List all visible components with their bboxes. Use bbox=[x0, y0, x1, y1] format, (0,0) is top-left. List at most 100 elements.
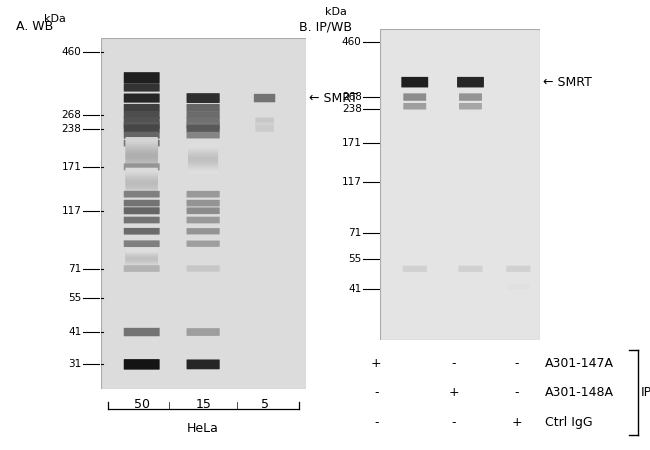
FancyBboxPatch shape bbox=[125, 160, 158, 165]
FancyBboxPatch shape bbox=[125, 181, 158, 185]
FancyBboxPatch shape bbox=[188, 162, 218, 166]
FancyBboxPatch shape bbox=[124, 122, 160, 129]
FancyBboxPatch shape bbox=[125, 158, 158, 163]
FancyBboxPatch shape bbox=[125, 168, 158, 172]
FancyBboxPatch shape bbox=[187, 111, 220, 119]
FancyBboxPatch shape bbox=[402, 266, 427, 272]
FancyBboxPatch shape bbox=[125, 260, 158, 264]
FancyBboxPatch shape bbox=[125, 258, 158, 261]
Text: +: + bbox=[448, 386, 459, 399]
FancyBboxPatch shape bbox=[124, 207, 160, 214]
FancyBboxPatch shape bbox=[188, 144, 218, 148]
FancyBboxPatch shape bbox=[124, 163, 160, 171]
FancyBboxPatch shape bbox=[188, 157, 218, 161]
FancyBboxPatch shape bbox=[124, 72, 160, 83]
FancyBboxPatch shape bbox=[187, 191, 220, 198]
FancyBboxPatch shape bbox=[125, 144, 158, 149]
FancyBboxPatch shape bbox=[125, 264, 158, 267]
FancyBboxPatch shape bbox=[125, 253, 158, 256]
FancyBboxPatch shape bbox=[125, 170, 158, 175]
Text: -: - bbox=[451, 357, 456, 369]
FancyBboxPatch shape bbox=[403, 93, 426, 101]
FancyBboxPatch shape bbox=[187, 93, 220, 103]
FancyBboxPatch shape bbox=[187, 266, 220, 272]
FancyBboxPatch shape bbox=[459, 103, 482, 109]
Text: A. WB: A. WB bbox=[16, 20, 53, 33]
FancyBboxPatch shape bbox=[124, 132, 160, 139]
Text: kDa: kDa bbox=[325, 7, 347, 17]
FancyBboxPatch shape bbox=[187, 241, 220, 247]
Text: -: - bbox=[374, 416, 378, 429]
Text: IP: IP bbox=[641, 386, 650, 399]
FancyBboxPatch shape bbox=[188, 170, 218, 174]
FancyBboxPatch shape bbox=[255, 126, 274, 132]
Text: -: - bbox=[514, 357, 519, 369]
FancyBboxPatch shape bbox=[188, 160, 218, 165]
Text: HeLa: HeLa bbox=[187, 423, 219, 436]
FancyBboxPatch shape bbox=[188, 166, 218, 170]
FancyBboxPatch shape bbox=[125, 153, 158, 158]
FancyBboxPatch shape bbox=[125, 188, 158, 193]
FancyBboxPatch shape bbox=[124, 328, 160, 336]
FancyBboxPatch shape bbox=[125, 183, 158, 187]
Text: 71: 71 bbox=[348, 228, 361, 238]
Text: 15: 15 bbox=[195, 398, 211, 411]
FancyBboxPatch shape bbox=[125, 148, 158, 153]
FancyBboxPatch shape bbox=[188, 155, 218, 159]
FancyBboxPatch shape bbox=[125, 251, 158, 254]
FancyBboxPatch shape bbox=[125, 170, 158, 174]
Text: 117: 117 bbox=[342, 177, 361, 187]
Text: B. IP/WB: B. IP/WB bbox=[299, 20, 352, 33]
FancyBboxPatch shape bbox=[125, 177, 158, 181]
FancyBboxPatch shape bbox=[124, 200, 160, 207]
Text: Ctrl IgG: Ctrl IgG bbox=[545, 416, 592, 429]
Text: 41: 41 bbox=[68, 327, 81, 337]
FancyBboxPatch shape bbox=[125, 137, 158, 142]
Text: 5: 5 bbox=[261, 398, 268, 411]
FancyBboxPatch shape bbox=[188, 151, 218, 155]
FancyBboxPatch shape bbox=[188, 147, 218, 152]
FancyBboxPatch shape bbox=[125, 156, 158, 161]
Text: 171: 171 bbox=[342, 138, 361, 148]
Text: kDa: kDa bbox=[44, 14, 66, 24]
FancyBboxPatch shape bbox=[125, 151, 158, 156]
FancyBboxPatch shape bbox=[125, 249, 158, 253]
Text: +: + bbox=[512, 416, 522, 429]
FancyBboxPatch shape bbox=[125, 173, 158, 178]
FancyBboxPatch shape bbox=[457, 77, 484, 87]
FancyBboxPatch shape bbox=[125, 259, 158, 262]
Text: 50: 50 bbox=[134, 398, 150, 411]
FancyBboxPatch shape bbox=[125, 163, 158, 168]
FancyBboxPatch shape bbox=[125, 142, 158, 147]
FancyBboxPatch shape bbox=[125, 175, 158, 180]
FancyBboxPatch shape bbox=[187, 207, 220, 214]
Text: -: - bbox=[374, 386, 378, 399]
Text: 460: 460 bbox=[62, 47, 81, 58]
FancyBboxPatch shape bbox=[459, 93, 482, 101]
FancyBboxPatch shape bbox=[188, 149, 218, 153]
Text: 238: 238 bbox=[62, 124, 81, 134]
FancyBboxPatch shape bbox=[124, 117, 160, 124]
FancyBboxPatch shape bbox=[124, 104, 160, 112]
Text: A301-148A: A301-148A bbox=[545, 386, 614, 399]
FancyBboxPatch shape bbox=[124, 228, 160, 234]
FancyBboxPatch shape bbox=[188, 164, 218, 168]
FancyBboxPatch shape bbox=[125, 252, 158, 255]
Text: ← SMRT: ← SMRT bbox=[543, 76, 592, 89]
FancyBboxPatch shape bbox=[125, 254, 158, 258]
FancyBboxPatch shape bbox=[187, 122, 220, 129]
Text: +: + bbox=[371, 357, 382, 369]
Text: -: - bbox=[451, 416, 456, 429]
FancyBboxPatch shape bbox=[506, 266, 530, 272]
FancyBboxPatch shape bbox=[187, 104, 220, 112]
FancyBboxPatch shape bbox=[125, 184, 158, 189]
FancyBboxPatch shape bbox=[187, 200, 220, 207]
FancyBboxPatch shape bbox=[187, 217, 220, 223]
FancyBboxPatch shape bbox=[458, 266, 482, 272]
Text: 55: 55 bbox=[68, 293, 81, 303]
FancyBboxPatch shape bbox=[124, 125, 160, 133]
FancyBboxPatch shape bbox=[124, 111, 160, 119]
FancyBboxPatch shape bbox=[188, 153, 218, 157]
FancyBboxPatch shape bbox=[125, 146, 158, 151]
FancyBboxPatch shape bbox=[403, 103, 426, 109]
